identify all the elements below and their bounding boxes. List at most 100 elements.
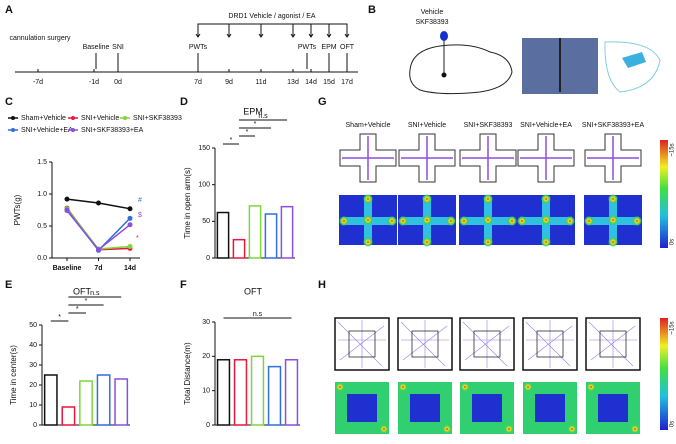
panel-label: F [180,279,187,291]
bar [61,406,76,426]
colorbar [660,140,668,248]
y-tick-label: 1.0 [37,191,47,198]
heat-spot [507,216,517,226]
group-label: SNI+Vehicle [408,122,446,129]
point [127,222,133,228]
y-tick-label: 40 [29,342,37,349]
sig-label: * [58,314,61,321]
bar [264,213,278,259]
arena-center [348,330,376,358]
track [462,320,511,368]
timeline-header: DRD1 Vehicle / agonist / EA [228,13,315,20]
panel-label: B [368,4,376,16]
track [587,136,639,180]
y-tick-label: 150 [198,145,210,152]
legend-label: SNI+Vehicle [81,115,119,122]
panel-label: D [180,96,188,108]
arena-center [599,330,627,358]
day-label: -7d [33,79,43,86]
point [96,200,101,206]
heat-spot [541,194,551,204]
heat-spot [460,382,470,392]
arrow [226,24,232,38]
colorbar-label: ~15s [670,321,676,334]
legend-marker [71,128,75,132]
arrow [195,24,201,38]
y-axis-label: Time in center(s) [9,345,18,405]
chart-title: OFT [244,286,262,296]
group-label: Sham+Vehicle [346,122,391,129]
event-label: PWTs [298,44,317,51]
axis [214,322,300,426]
heat-spot [387,216,397,226]
legend-label: SNI+Vehicle+EA [21,127,73,134]
heat-spot [379,424,389,434]
sig-label: * [254,121,257,128]
legend-marker [11,116,15,120]
heatmap-inner [347,394,377,422]
sig-label: * [230,137,233,144]
heat-spot [523,382,533,392]
sig-label: * [246,129,249,136]
x-tick-label: 7d [94,265,102,272]
track [400,320,449,368]
x-tick-label: 14d [124,265,136,272]
y-tick-label: 10 [202,388,210,395]
arena-center [473,330,501,358]
event-label: EPM [321,44,336,51]
event-label: OFT [340,44,355,51]
y-axis-label: Time in open arm(s) [183,167,192,239]
annotation: $ [138,212,142,219]
x-tick-label: Baseline [53,265,82,272]
heat-spot [363,237,373,247]
track [588,320,637,368]
heat-spot [565,216,575,226]
y-tick-label: 20 [29,382,37,389]
legend-label: SNI+SKF38393+EA [81,127,144,134]
legend-marker [71,116,75,120]
heat-spot [335,382,345,392]
day-label: 14d [305,79,317,86]
heat-spot [442,424,452,434]
series-line [66,210,131,251]
day-label: 7d [194,79,202,86]
track [520,136,572,180]
bar [232,238,246,259]
heat-spot [632,216,642,226]
y-tick-label: 1.5 [37,159,47,166]
brain-schematic [409,31,661,95]
point [127,206,133,212]
heat-spot [584,216,594,226]
panel-label: A [5,4,13,16]
day-label: 13d [287,79,299,86]
bar [96,374,111,426]
day-label: 0d [114,79,122,86]
sig-label: n.s [258,113,268,120]
heat-spot [541,237,551,247]
bar [284,359,299,426]
point [127,243,133,249]
heatmap-inner [472,394,502,422]
heat-spot [608,215,618,225]
sig-label: * [85,298,88,305]
day-label: -1d [89,79,99,86]
series-line [66,209,131,252]
annotation: * [136,235,139,242]
heatmap-inner [410,394,440,422]
y-tick-label: 30 [29,362,37,369]
axis [214,148,295,259]
chart-title: EPM [243,106,263,116]
event-label: cannulation surgery [9,35,71,42]
point [64,208,70,214]
legend-marker [11,128,15,132]
heat-spot [483,194,493,204]
arrow [258,24,264,38]
y-tick-label: 100 [198,182,210,189]
event-label: PWTs [189,44,208,51]
heat-spot [422,237,432,247]
arrow [326,24,332,38]
panel-label: E [5,279,12,291]
heat-spot [363,215,373,225]
group-label: SNI+Vehicle+EA [520,122,572,129]
